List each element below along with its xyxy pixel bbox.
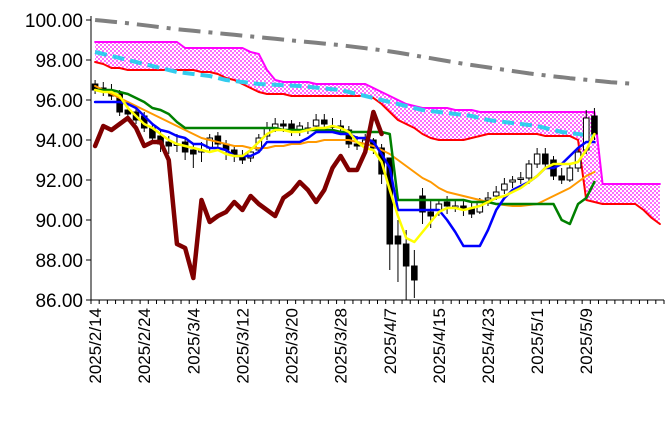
x-tick-label: 2025/2/24 <box>135 308 154 384</box>
x-tick-label: 2025/4/23 <box>479 308 498 384</box>
candle-up <box>484 197 492 201</box>
moving-avg-long-line <box>94 18 636 86</box>
lagging-line <box>92 109 384 281</box>
series-back-layer <box>94 18 661 225</box>
cloud-layer <box>95 42 660 224</box>
y-tick-label: 98.00 <box>35 51 83 72</box>
y-tick-label: 96.00 <box>35 91 83 112</box>
candle-up <box>517 177 525 180</box>
x-tick-label: 2025/3/28 <box>332 308 351 384</box>
candle-up <box>312 119 320 127</box>
y-tick-label: 90.00 <box>35 211 83 232</box>
x-tick-label: 2025/4/15 <box>430 308 449 384</box>
y-tick-label: 100.00 <box>25 11 83 32</box>
moving-avg-short-line <box>93 88 596 244</box>
y-tick-label: 86.00 <box>35 291 83 312</box>
candle-up <box>492 191 500 197</box>
moving-avg-mid-line <box>94 85 596 207</box>
x-tick-label: 2025/3/12 <box>233 308 252 384</box>
x-tick-label: 2025/3/4 <box>184 308 203 374</box>
x-tick-label: 2025/2/14 <box>86 308 105 384</box>
candle-down <box>190 149 197 155</box>
candle-down <box>280 123 287 127</box>
axis-layer: 100.00 98.00 96.00 94.00 92.00 90.00 88.00 86.0… <box>25 11 665 384</box>
y-tick-label: 94.00 <box>35 131 83 152</box>
candle-down <box>419 195 426 213</box>
candle-down <box>443 201 451 207</box>
y-tick-label: 88.00 <box>35 251 83 272</box>
candle-down <box>558 175 565 181</box>
candle-down <box>591 115 598 135</box>
candle-down <box>321 119 328 125</box>
candle-up <box>533 153 541 165</box>
candle-up <box>501 183 508 191</box>
x-tick-label: 2025/4/7 <box>381 308 400 374</box>
candle-down <box>427 211 434 217</box>
candle-down <box>402 243 410 267</box>
candle-down <box>460 205 467 209</box>
y-tick-label: 92.00 <box>35 171 83 192</box>
candle-down <box>165 141 173 147</box>
candle-down <box>542 153 549 165</box>
span-b-line <box>94 61 661 225</box>
series-front-layer <box>92 85 596 281</box>
cloud-fill <box>95 42 660 224</box>
x-tick-label: 2025/5/9 <box>577 308 596 374</box>
candle-up <box>525 163 533 179</box>
base-line <box>93 88 596 226</box>
x-tick-label: 2025/5/1 <box>528 308 547 374</box>
span-a-line <box>94 41 661 185</box>
candle-up <box>566 167 574 181</box>
candle-down <box>394 235 402 245</box>
x-tick-label: 2025/3/20 <box>283 308 302 384</box>
candle-up <box>509 179 516 183</box>
candle-down <box>214 135 222 145</box>
moving-avg-cyan-line <box>94 50 595 138</box>
candle-down <box>411 265 418 281</box>
